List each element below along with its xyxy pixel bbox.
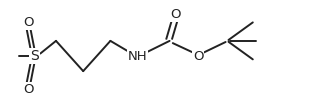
Text: O: O [23, 83, 33, 96]
Text: O: O [23, 16, 33, 29]
Text: S: S [30, 49, 39, 63]
Text: NH: NH [128, 50, 148, 62]
Text: O: O [193, 50, 204, 62]
Text: O: O [170, 8, 180, 21]
